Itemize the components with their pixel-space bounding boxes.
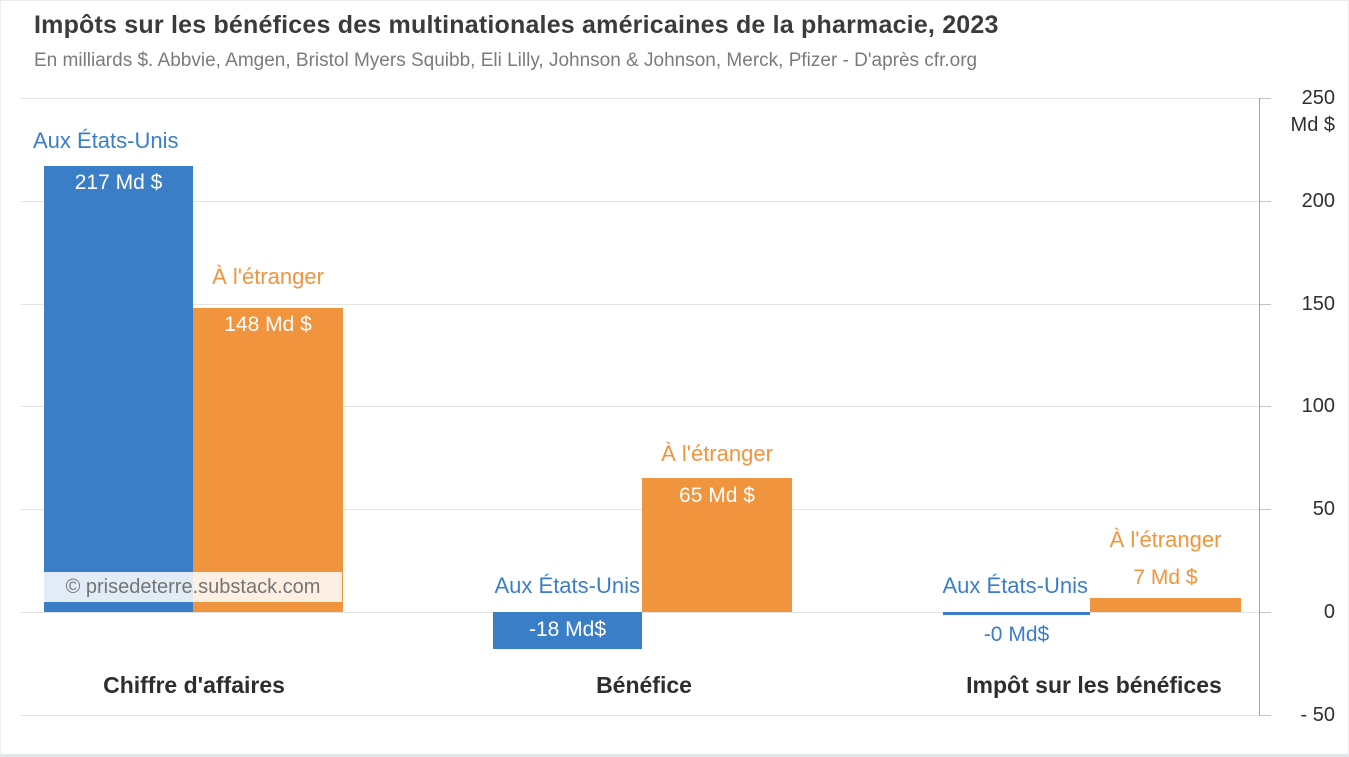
bar-us-profit xyxy=(493,612,642,649)
axis-tick xyxy=(1259,201,1271,202)
value-label-us-profit: -18 Md$ xyxy=(528,618,607,641)
series-label-foreign-profit: À l'étranger xyxy=(661,441,773,466)
axis-tick xyxy=(1259,406,1271,407)
value-label-foreign-profit: 65 Md $ xyxy=(679,484,755,507)
bar-foreign-tax xyxy=(1090,598,1241,612)
axis-tick xyxy=(1259,98,1271,99)
axis-tick-label: 100 xyxy=(1301,395,1335,417)
category-label-tax: Impôt sur les bénéfices xyxy=(966,672,1222,698)
gridline xyxy=(21,406,1259,407)
series-label-foreign-tax: À l'étranger xyxy=(1109,527,1222,552)
value-label-us-revenue: 217 Md $ xyxy=(74,171,163,194)
gridline xyxy=(21,509,1259,510)
chart-subtitle: En milliards $. Abbvie, Amgen, Bristol M… xyxy=(34,50,978,71)
bar-foreign-revenue xyxy=(193,308,343,612)
bar-foreign-profit xyxy=(642,478,792,612)
axis-tick-label: - 50 xyxy=(1300,704,1335,726)
category-label-revenue: Chiffre d'affaires xyxy=(103,672,285,698)
axis-tick xyxy=(1259,612,1271,613)
value-label-foreign-revenue: 148 Md $ xyxy=(224,313,312,336)
series-label-us-profit: Aux États-Unis xyxy=(494,573,641,598)
axis-tick-label: 150 xyxy=(1301,293,1335,315)
category-label-profit: Bénéfice xyxy=(596,672,692,698)
axis-tick-label: 200 xyxy=(1301,190,1335,212)
series-label-us-tax: Aux États-Unis xyxy=(942,573,1089,598)
gridline xyxy=(21,201,1259,202)
axis-tick-label: 250 xyxy=(1301,87,1335,109)
value-label-us-tax: -0 Md$ xyxy=(983,623,1050,646)
gridline xyxy=(21,98,1259,99)
axis-tick-label: 50 xyxy=(1312,498,1335,520)
gridline xyxy=(21,304,1259,305)
bar-us-revenue xyxy=(44,166,193,612)
series-label-us-revenue: Aux États-Unis xyxy=(33,128,179,153)
chart-title: Impôts sur les bénéfices des multination… xyxy=(34,11,999,39)
axis-unit-label: Md $ xyxy=(1290,114,1335,136)
axis-tick-label: 0 xyxy=(1323,601,1335,623)
watermark: © prisedeterre.substack.com xyxy=(44,572,342,602)
axis-tick xyxy=(1259,509,1271,510)
y-axis-line xyxy=(1259,98,1260,715)
gridline xyxy=(21,715,1259,716)
axis-tick xyxy=(1259,715,1271,716)
axis-tick xyxy=(1259,304,1271,305)
bar-us-tax xyxy=(943,612,1090,615)
series-label-foreign-revenue: À l'étranger xyxy=(212,264,324,289)
value-label-foreign-tax: 7 Md $ xyxy=(1133,566,1198,589)
